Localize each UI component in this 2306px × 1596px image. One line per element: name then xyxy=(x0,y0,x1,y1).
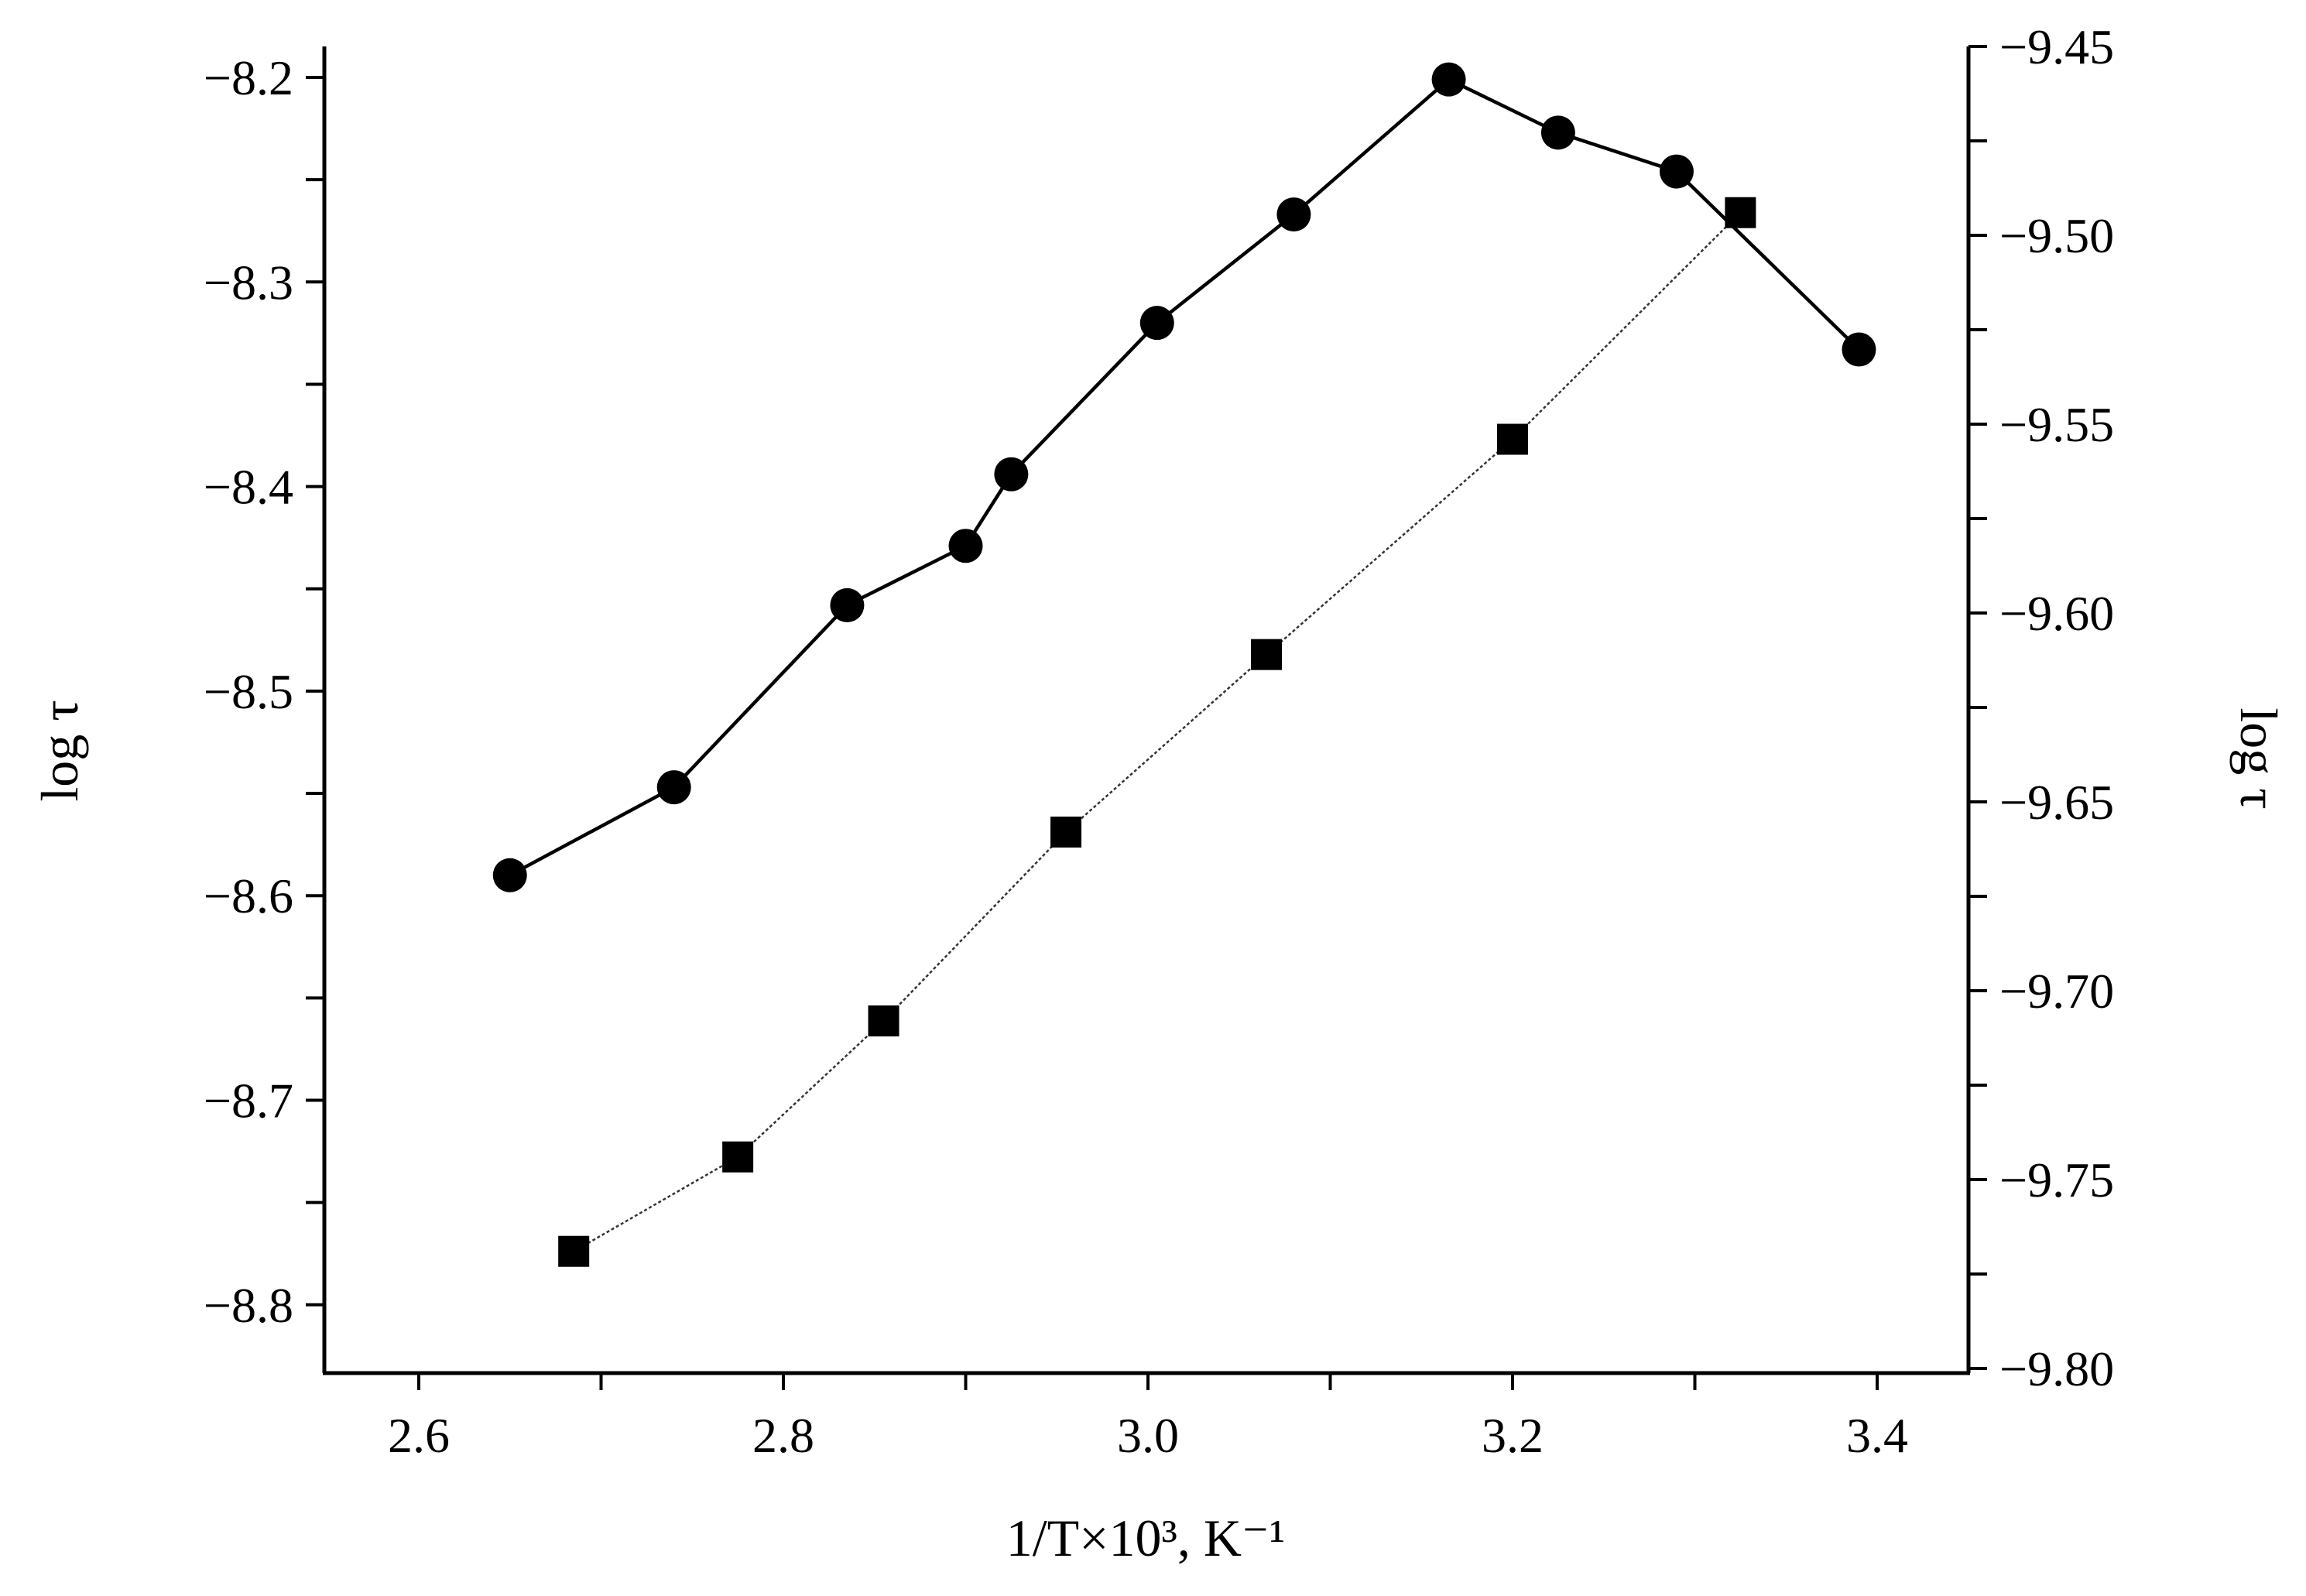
x-tick-label: 3.0 xyxy=(1117,1408,1179,1463)
series-1-point xyxy=(1276,197,1311,232)
series-1-point xyxy=(948,529,983,563)
series-2-point xyxy=(868,1005,899,1037)
series-1-point xyxy=(1659,154,1694,189)
series-1-point xyxy=(994,457,1029,491)
series-1-point xyxy=(1540,115,1575,150)
left-y-tick-label: −8.6 xyxy=(204,868,293,923)
series-2-point xyxy=(558,1235,590,1267)
series-layer xyxy=(492,62,1876,1267)
x-tick-label: 2.6 xyxy=(388,1408,450,1463)
series-2-point xyxy=(1251,639,1283,670)
right-y-tick-label: −9.70 xyxy=(1999,964,2114,1019)
series-1-point xyxy=(1431,62,1466,97)
x-tick-label: 2.8 xyxy=(752,1408,814,1463)
plot-frame xyxy=(322,46,1971,1375)
left-y-tick-label: −8.8 xyxy=(204,1278,293,1333)
x-tick-label: 3.4 xyxy=(1846,1408,1908,1463)
series-2-point xyxy=(1050,817,1082,848)
left-y-tick-label: −8.5 xyxy=(204,664,293,719)
left-y-axis-title: log τ xyxy=(30,700,89,801)
right-y-tick-label: −9.80 xyxy=(1999,1341,2114,1396)
series-1-line xyxy=(509,77,1860,877)
x-axis-title: 1/T×10³, K⁻¹ xyxy=(1006,1509,1286,1567)
left-y-tick-label: −8.2 xyxy=(204,50,293,105)
x-tick-label: 3.2 xyxy=(1482,1408,1544,1463)
left-y-tick-label: −8.3 xyxy=(204,255,293,310)
right-y-tick-label: −9.55 xyxy=(1999,397,2114,452)
series-2-line xyxy=(573,211,1742,1252)
right-y-tick-label: −9.65 xyxy=(1999,775,2114,830)
right-y-tick-label: −9.75 xyxy=(1999,1152,2114,1207)
left-y-ticks: −8.2 −8.3 −8.4 −8.5 −8.6 −8.7 −8.8 xyxy=(204,50,324,1333)
series-1-point xyxy=(656,770,691,805)
left-y-tick-label: −8.7 xyxy=(204,1074,293,1129)
right-y-tick-label: −9.60 xyxy=(1999,586,2114,641)
series-2-point xyxy=(1725,197,1756,228)
series-1-point xyxy=(492,858,527,892)
right-y-axis-title: log τ xyxy=(2229,707,2288,809)
series-1-point xyxy=(830,587,865,622)
right-y-tick-label: −9.45 xyxy=(1999,19,2114,74)
series-1-point xyxy=(1139,306,1174,341)
x-ticks: 2.6 2.8 3.0 3.2 3.4 xyxy=(388,1373,1908,1463)
right-y-ticks: −9.45 −9.50 −9.55 −9.60 −9.65 −9.70 −9.75 −9.80 xyxy=(1968,19,2114,1396)
right-y-tick-label: −9.50 xyxy=(1999,208,2114,263)
left-y-tick-label: −8.4 xyxy=(204,460,293,515)
series-2-point xyxy=(1497,423,1528,455)
series-2-point xyxy=(722,1141,754,1173)
series-1-point xyxy=(1842,332,1876,367)
